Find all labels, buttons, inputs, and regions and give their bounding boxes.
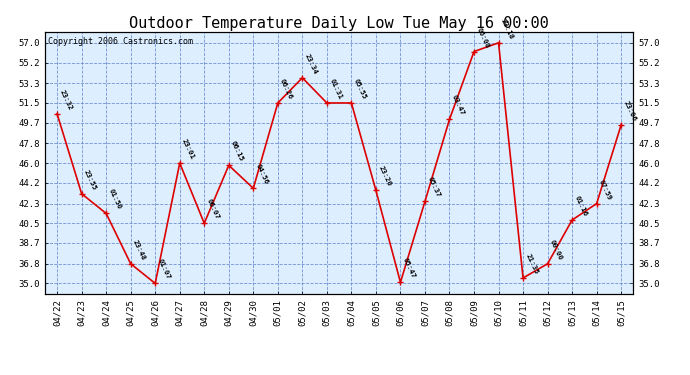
Text: 23:55: 23:55 [83,169,98,191]
Text: 00:00: 00:00 [549,238,564,261]
Text: 01:50: 01:50 [108,188,122,211]
Text: 06:07: 06:07 [206,198,220,220]
Text: 05:37: 05:37 [426,176,441,199]
Text: Copyright 2006 Castronics.com: Copyright 2006 Castronics.com [48,37,193,46]
Text: 23:20: 23:20 [377,165,392,188]
Text: 21:35: 21:35 [524,253,539,275]
Text: 23:01: 23:01 [181,138,196,160]
Text: 23:32: 23:32 [59,89,73,111]
Text: 04:56: 04:56 [255,163,269,186]
Text: 23:18: 23:18 [500,18,515,40]
Text: 05:47: 05:47 [402,257,417,280]
Text: 01:16: 01:16 [573,195,588,217]
Text: 23:06: 23:06 [622,100,638,122]
Text: 03:47: 03:47 [451,94,466,117]
Text: 07:59: 07:59 [598,178,613,201]
Text: 06:26: 06:26 [279,78,294,100]
Text: 06:08: 06:08 [475,26,490,49]
Text: 23:48: 23:48 [132,238,147,261]
Text: 01:07: 01:07 [157,258,171,280]
Text: 23:34: 23:34 [304,53,318,75]
Text: 06:15: 06:15 [230,140,245,162]
Text: 05:55: 05:55 [353,78,368,100]
Title: Outdoor Temperature Daily Low Tue May 16 00:00: Outdoor Temperature Daily Low Tue May 16… [129,16,549,31]
Text: 01:31: 01:31 [328,78,343,100]
